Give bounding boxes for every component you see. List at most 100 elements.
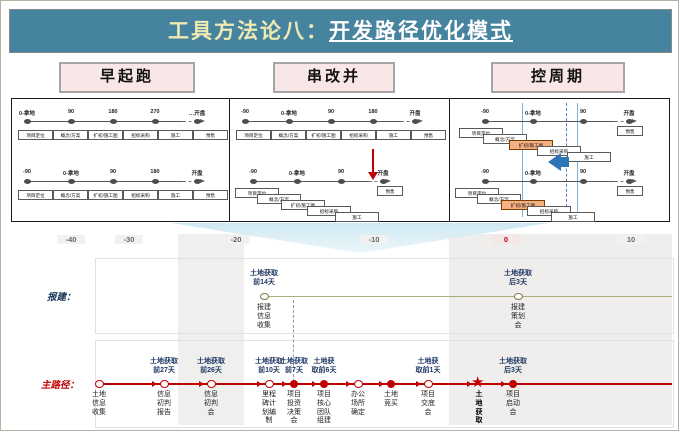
blue-left-arrow-icon (548, 153, 561, 171)
timeline-tick-label: 0-拿地 (525, 171, 541, 177)
timeline-dashed-segment (369, 181, 383, 182)
timeline-tick-label: 180 (108, 109, 118, 115)
process-box: 概念/方案 (53, 130, 88, 141)
milestone-name-label: 土地竞买 (384, 391, 398, 407)
timeline-tick-label: 0-拿地 (281, 111, 297, 117)
milestone-node-key (290, 380, 298, 388)
process-box: 项目定位 (459, 128, 503, 139)
timeline-tick-label: -90 (241, 109, 249, 115)
milestone-day-label: 土地获 取前6天 (311, 358, 337, 375)
timeline-node (481, 179, 489, 184)
milestone-day-label: 土地获取 前27天 (150, 358, 178, 375)
milestone-day-label: 土地获取 后3天 (504, 270, 532, 287)
process-box: 项目定位 (236, 130, 271, 141)
timeline-tick-label: 开盘 (191, 171, 203, 177)
process-box: 施工 (376, 130, 411, 141)
timeline-arrowhead-icon (418, 118, 423, 123)
timeline-tick-label: 开盘 (377, 171, 389, 177)
milestone-node (259, 293, 269, 300)
process-box: 扩初/施工图 (509, 140, 553, 151)
timeline-node (337, 179, 345, 184)
timeline-node (293, 179, 301, 184)
timeline-line (245, 121, 401, 122)
timeline-tick-label: -90 (481, 169, 489, 175)
axis-tick-label: -30 (115, 235, 143, 244)
milestone-node-key (320, 380, 328, 388)
axis-tick-label: -10 (360, 235, 388, 244)
red-down-arrowhead-icon (368, 172, 378, 180)
mini-timeline-baseline: 0-拿地 90 180 270 …开盘 项目定位 概念/方案 扩初/施工图 招标采购 施工 预售 (13, 101, 229, 161)
timeline-tick-label: 开盘 (623, 111, 635, 117)
path-arrowhead-icon (282, 381, 287, 387)
milestone-node (423, 380, 433, 388)
timeline-tick-label: 270 (150, 109, 160, 115)
process-box: 施工 (335, 212, 379, 223)
timeline-tick-label: -90 (23, 169, 31, 175)
path-arrowhead-icon (257, 381, 262, 387)
milestone-name-label: 项目核心团队组建 (317, 391, 331, 425)
blue-left-arrow-tail (561, 157, 569, 167)
process-box: 概念/方案 (483, 134, 527, 145)
timeline-node (379, 179, 387, 184)
timeline-tick-label: 0-拿地 (19, 111, 35, 117)
land-acquisition-star-icon: ★ (471, 374, 485, 391)
timeline-dashed-segment (615, 181, 629, 182)
timeline-line (253, 181, 369, 182)
timeline-node (481, 119, 489, 124)
timeline-tick-label: 0-拿地 (525, 111, 541, 117)
mini-timeline-serial: -90 0-拿地 90 180 开盘 项目定位 概念/方案 扩初/施工图 招标采购 施工 预售 (231, 101, 447, 161)
milestone-name-label: 办公场所确定 (351, 391, 365, 416)
timeline-tick-label: 90 (579, 109, 587, 115)
timeline-arrowhead-icon (632, 178, 637, 183)
timeline-tick-label: 90 (109, 169, 117, 175)
milestone-day-label: 土地获取 前10天 (255, 358, 283, 375)
timeline-tick-label: …开盘 (188, 111, 206, 117)
timeline-node (109, 179, 117, 184)
milestone-day-label: 土地获 取前1天 (415, 358, 441, 375)
timeline-tick-label: 0-拿地 (63, 171, 79, 177)
milestone-day-label: 土地获取 后3天 (499, 358, 527, 375)
timeline-node (579, 119, 587, 124)
milestone-name-label: 报建信息收集 (257, 304, 271, 329)
timeline-node (625, 179, 633, 184)
timeline-tick-label: 180 (368, 109, 378, 115)
milestone-name-label: 里程碑计划编制 (262, 391, 276, 425)
timeline-node (529, 179, 537, 184)
timeline-node (151, 179, 159, 184)
path-arrowhead-icon (199, 381, 204, 387)
panel-cycle-control: -90 0-拿地 90 开盘 项目定位 概念/方案 扩初/施工图 招标采购 施工 预售 -90 0-… (449, 98, 670, 223)
mini-timeline-parallel: -90 0-拿地 90 开盘 项目定位 概念/方案 扩初/施工图 招标采购 施工 预售 (231, 161, 447, 223)
path-arrowhead-icon (416, 381, 421, 387)
process-box: 概念/方案 (271, 130, 306, 141)
process-box: 概念/方案 (257, 194, 301, 205)
timeline-node (579, 179, 587, 184)
axis-tick-label: -40 (57, 235, 85, 244)
timeline-node (285, 119, 293, 124)
timeline-tick-label: 0-拿地 (289, 171, 305, 177)
milestone-node (94, 380, 104, 388)
process-box: 施工 (551, 212, 595, 223)
timeline-tick-label: 90 (337, 169, 345, 175)
milestone-name-label: 报建策划会 (511, 304, 525, 329)
process-box: 预售 (377, 186, 403, 197)
process-box: 预售 (193, 130, 228, 141)
timeline-node (411, 119, 419, 124)
timeline-tick-label: -90 (249, 169, 257, 175)
timeline-tick-label: 90 (67, 109, 75, 115)
milestone-name-label: 项目启动会 (506, 391, 520, 416)
timeline-node (193, 179, 201, 184)
path-arrowhead-icon (501, 381, 506, 387)
page-title: 开发路径优化模式 (329, 19, 513, 43)
timeline-node (369, 119, 377, 124)
shaded-column-right (449, 234, 672, 425)
axis-tick-label: 0 (492, 235, 520, 244)
title-prefix: 工具方法论八： (168, 19, 329, 43)
mini-timeline-before-compress: -90 0-拿地 90 开盘 项目定位 概念/方案 扩初/施工图 招标采购 施工 预售 (451, 101, 667, 163)
timeline-dashed-segment (401, 121, 415, 122)
milestone-node-key (509, 380, 517, 388)
milestone-node (353, 380, 363, 388)
row-label-main-path: 主路径： (41, 381, 80, 391)
timeline-arrowhead-icon (200, 118, 205, 123)
row-label-application: 报建： (47, 293, 76, 303)
timeline-line (485, 121, 615, 122)
